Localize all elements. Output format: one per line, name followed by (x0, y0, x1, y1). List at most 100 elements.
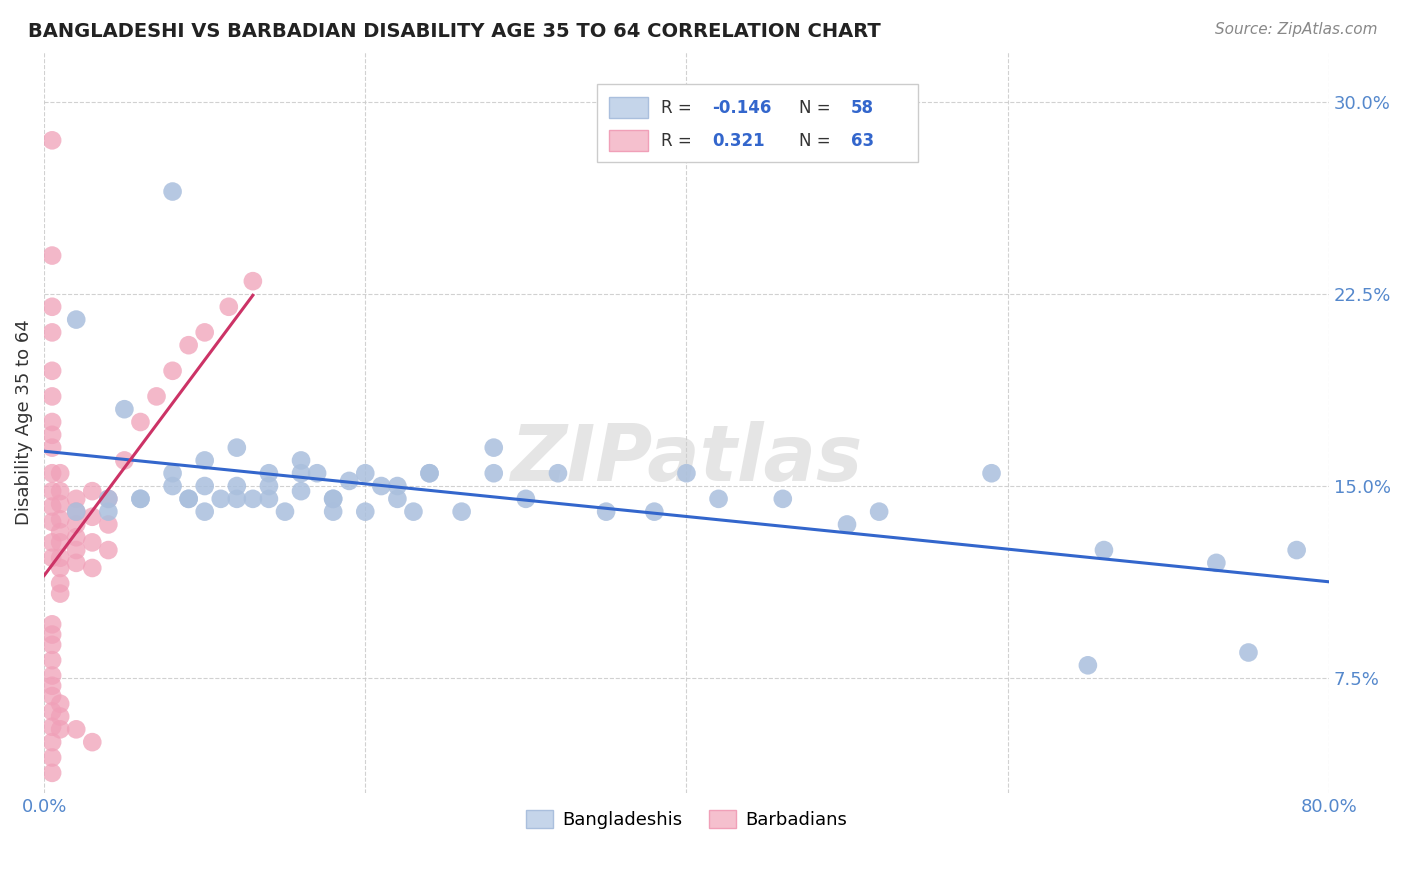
Point (209, 491, 232, 506)
Point (112, 402, 135, 417)
Point (65, 505, 87, 519)
Point (145, 389, 167, 403)
Point (41, 668, 63, 682)
Point (41, 617, 63, 632)
Point (41, 415, 63, 429)
Point (97, 505, 120, 519)
Point (65, 517, 87, 532)
Legend: Bangladeshis, Barbadians: Bangladeshis, Barbadians (519, 803, 855, 837)
Point (65, 505, 87, 519)
Point (49, 512, 72, 526)
Point (129, 491, 152, 506)
Point (49, 709, 72, 723)
Point (82, 484, 104, 499)
Point (41, 133, 63, 147)
Point (980, 467, 1002, 481)
Point (482, 467, 505, 481)
Point (242, 491, 264, 506)
Point (290, 453, 312, 467)
Point (41, 427, 63, 442)
Point (41, 705, 63, 719)
Point (290, 467, 312, 481)
Point (322, 505, 344, 519)
Point (418, 467, 440, 481)
Point (322, 491, 344, 506)
Point (97, 517, 120, 532)
Point (370, 479, 392, 493)
Point (868, 505, 890, 519)
FancyBboxPatch shape (609, 130, 648, 151)
Point (675, 467, 697, 481)
Point (49, 484, 72, 499)
Text: Source: ZipAtlas.com: Source: ZipAtlas.com (1215, 22, 1378, 37)
Point (218, 300, 240, 314)
Point (49, 576, 72, 591)
Point (41, 515, 63, 529)
Point (225, 479, 247, 493)
Point (1285, 543, 1308, 558)
Point (354, 505, 377, 519)
Point (97, 491, 120, 506)
Point (225, 491, 247, 506)
Point (387, 491, 409, 506)
Point (41, 535, 63, 549)
Point (41, 750, 63, 764)
Text: BANGLADESHI VS BARBADIAN DISABILITY AGE 35 TO 64 CORRELATION CHART: BANGLADESHI VS BARBADIAN DISABILITY AGE … (28, 22, 882, 41)
Point (41, 389, 63, 403)
Point (1092, 543, 1115, 558)
Point (194, 479, 217, 493)
Point (1237, 645, 1260, 659)
Point (65, 723, 87, 737)
Point (1077, 658, 1099, 673)
Point (82, 735, 104, 749)
Point (162, 467, 184, 481)
Point (194, 505, 217, 519)
Point (82, 509, 104, 524)
Point (41, 735, 63, 749)
Point (41, 484, 63, 499)
Point (41, 300, 63, 314)
Point (41, 627, 63, 641)
Point (41, 248, 63, 262)
Point (82, 535, 104, 549)
Point (402, 505, 425, 519)
Point (49, 535, 72, 549)
Point (257, 479, 280, 493)
Point (41, 638, 63, 652)
Point (41, 441, 63, 455)
Point (129, 415, 152, 429)
Point (41, 765, 63, 780)
Point (322, 491, 344, 506)
Point (274, 505, 297, 519)
FancyBboxPatch shape (609, 97, 648, 119)
Point (194, 453, 217, 467)
Point (49, 586, 72, 600)
Text: N =: N = (800, 131, 837, 150)
Point (418, 467, 440, 481)
Point (41, 653, 63, 667)
Point (49, 467, 72, 481)
Point (97, 543, 120, 558)
Point (49, 525, 72, 540)
Point (547, 467, 569, 481)
Point (41, 720, 63, 734)
Point (290, 484, 312, 499)
Text: 0.321: 0.321 (711, 131, 765, 150)
Point (307, 467, 329, 481)
Point (515, 491, 537, 506)
Point (1205, 556, 1227, 570)
Point (835, 517, 858, 532)
Point (177, 338, 200, 352)
Point (41, 467, 63, 481)
FancyBboxPatch shape (596, 84, 918, 162)
Point (194, 326, 217, 340)
Point (41, 689, 63, 703)
Point (49, 497, 72, 511)
Point (41, 679, 63, 693)
Text: ZIPatlas: ZIPatlas (510, 421, 862, 497)
Point (82, 561, 104, 575)
Point (177, 491, 200, 506)
Point (595, 505, 617, 519)
Point (257, 467, 280, 481)
Point (65, 543, 87, 558)
